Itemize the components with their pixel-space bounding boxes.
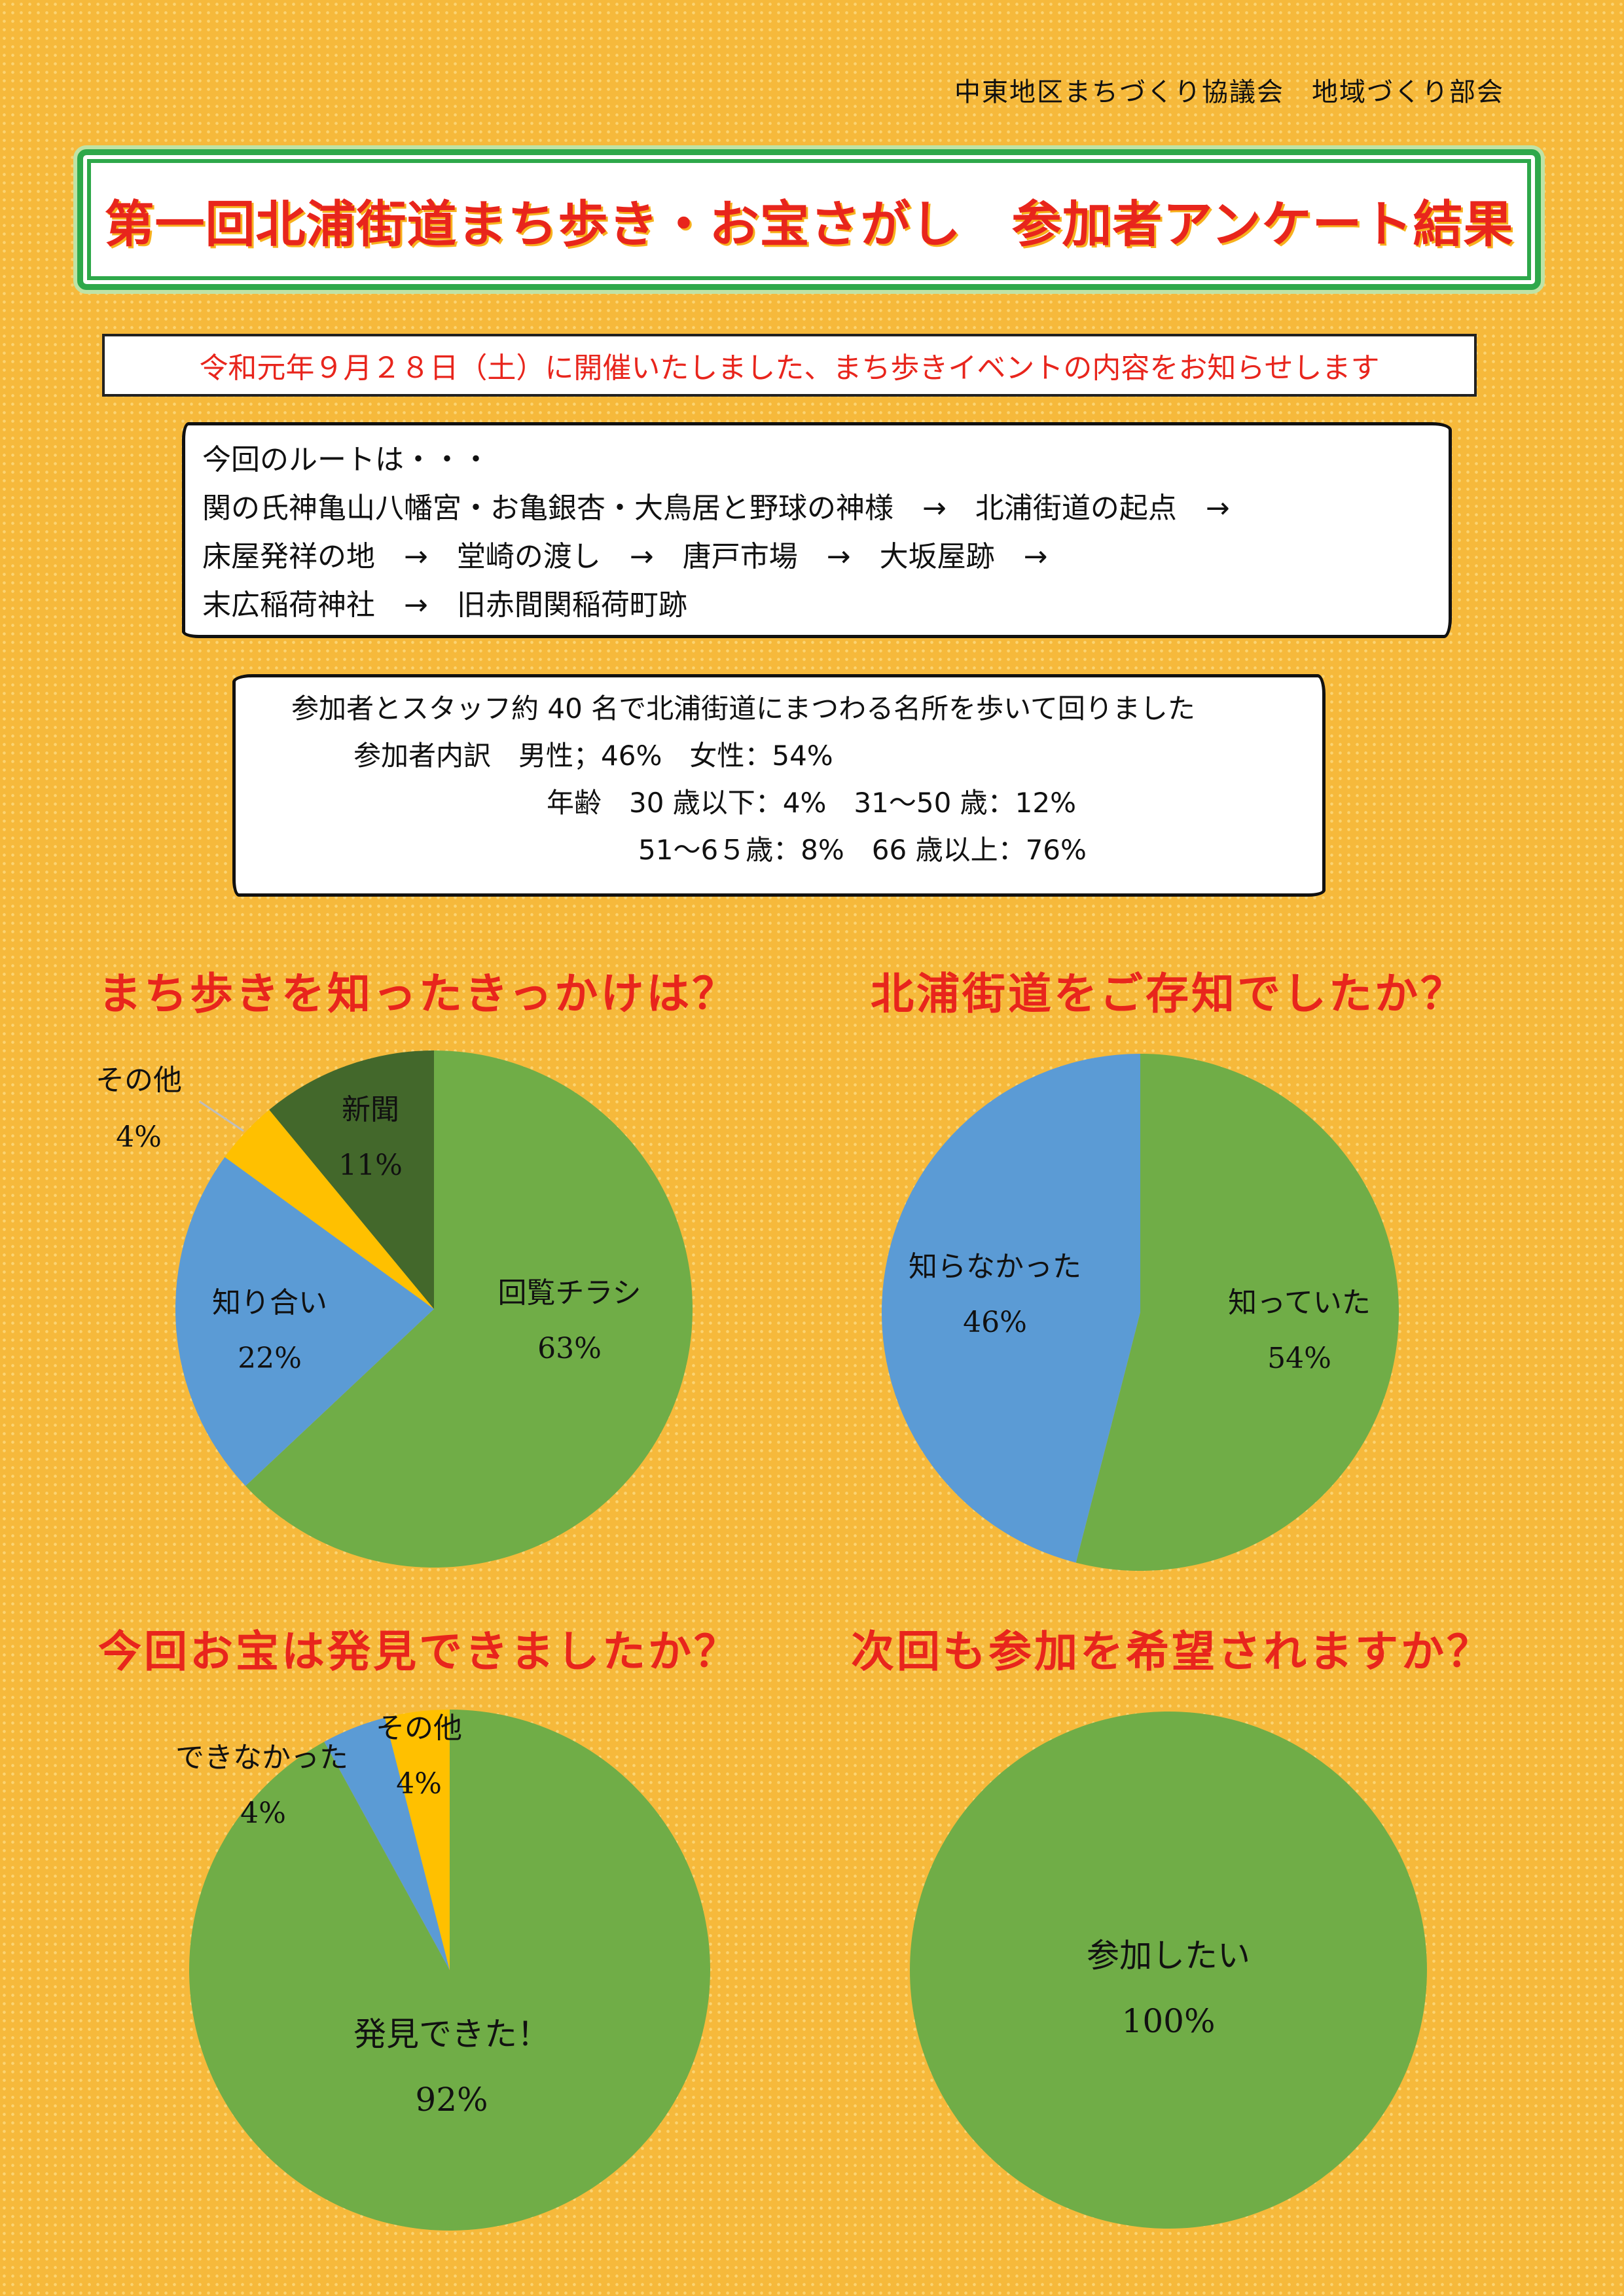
slice-value: 22%: [238, 1342, 302, 1375]
pie-slice: [324, 1717, 450, 1970]
slice-label: 知らなかった: [909, 1250, 1081, 1283]
slice-label: 知っていた: [1228, 1286, 1371, 1319]
route-line: 床屋発祥の地 → 堂崎の渡し → 唐戸市場 → 大坂屋跡 →: [202, 540, 1048, 573]
pie-slice: [910, 1712, 1427, 2229]
pie-slice: [882, 1054, 1140, 1563]
chart-1-title: まち歩きを知ったきっかけは？: [98, 969, 738, 1019]
organization-name: 中東地区まちづくり協議会 地域づくり部会: [954, 77, 1504, 107]
slice-value: 46%: [963, 1306, 1027, 1339]
participants-box: 参加者とスタッフ約 40 名で北浦街道にまつわる名所を歩いて回りました 参加者内…: [232, 674, 1326, 897]
slice-label: その他: [96, 1064, 182, 1097]
slice-value: 63%: [537, 1332, 602, 1365]
pie-slice: [189, 1710, 710, 2231]
participants-gender: 参加者内訳 男性；46% 女性：54%: [353, 740, 833, 772]
participants-age-2: 51～6５歳：8% 66 歳以上：76%: [638, 834, 1087, 866]
slice-label: 回覧チラシ: [497, 1276, 641, 1310]
slice-label: 参加したい: [1087, 1937, 1250, 1975]
slice-value: 11%: [338, 1149, 403, 1182]
pie-slice: [385, 1710, 450, 1970]
participants-age-1: 年齢 30 歳以下：4% 31～50 歳：12%: [547, 787, 1077, 819]
intro-notice: 令和元年９月２８日（土）に開催いたしました、まち歩きイベントの内容をお知らせしま…: [102, 334, 1477, 397]
route-box: 今回のルートは・・・ 関の氏神亀山八幡宮・お亀銀杏・大鳥居と野球の神様 → 北浦…: [182, 422, 1452, 638]
pie-slice: [245, 1050, 693, 1568]
route-line: 今回のルートは・・・: [202, 443, 490, 476]
slice-label: できなかった: [175, 1741, 348, 1774]
page-title: 第一回北浦街道まち歩き・お宝さがし 参加者アンケート結果: [104, 194, 1514, 253]
slice-value: 100%: [1122, 2002, 1216, 2040]
slice-label: 新聞: [342, 1093, 399, 1126]
pie-slice: [175, 1157, 434, 1486]
title-banner: 第一回北浦街道まち歩き・お宝さがし 参加者アンケート結果: [77, 149, 1541, 290]
pie-slice: [225, 1109, 434, 1309]
slice-value: 92%: [415, 2081, 488, 2119]
chart-4-title: 次回も参加を希望されますか？: [851, 1626, 1492, 1677]
chart-2-title: 北浦街道をご存知でしたか？: [871, 969, 1466, 1019]
pie-slice: [269, 1050, 434, 1309]
slice-label: 知り合い: [212, 1286, 327, 1319]
participants-summary: 参加者とスタッフ約 40 名で北浦街道にまつわる名所を歩いて回りました: [291, 692, 1195, 725]
slice-value: 4%: [396, 1767, 442, 1801]
slice-label: 発見できた！: [353, 2015, 550, 2053]
slice-label: その他: [376, 1712, 462, 1745]
pie-slice: [1075, 1054, 1399, 1571]
route-line: 関の氏神亀山八幡宮・お亀銀杏・大鳥居と野球の神様 → 北浦街道の起点 →: [202, 492, 1230, 525]
chart-3-title: 今回お宝は発見できましたか？: [98, 1626, 740, 1677]
slice-value: 54%: [1267, 1342, 1331, 1375]
slice-value: 4%: [240, 1797, 286, 1830]
route-line: 末広稲荷神社 → 旧赤間関稲荷町跡: [202, 588, 687, 622]
leader-line: [199, 1100, 244, 1132]
slice-value: 4%: [116, 1121, 162, 1154]
